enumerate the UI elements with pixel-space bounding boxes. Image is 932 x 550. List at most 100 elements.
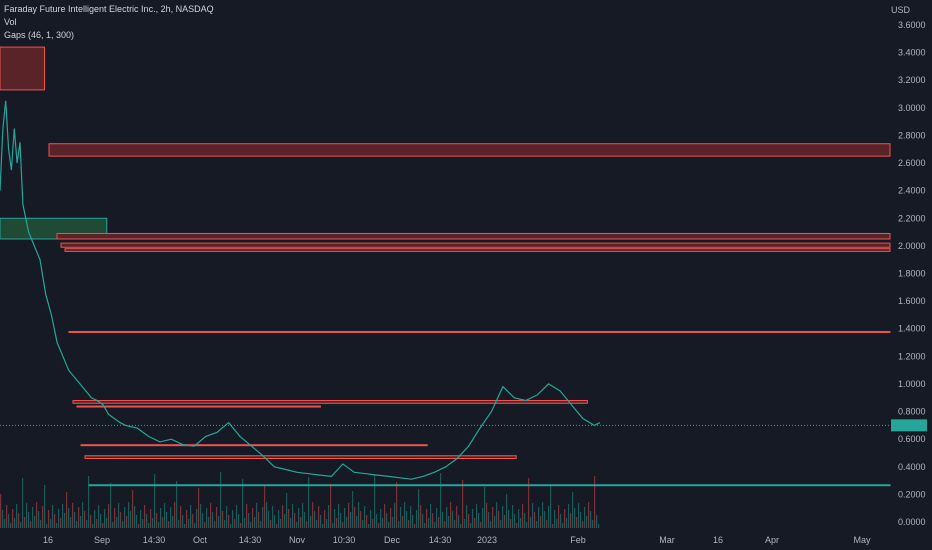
- volume-bar: [138, 524, 140, 528]
- volume-bar: [74, 512, 76, 528]
- volume-bar: [124, 507, 126, 528]
- volume-bar: [160, 508, 162, 528]
- volume-bar: [234, 519, 236, 528]
- volume-bar: [162, 517, 164, 528]
- volume-bar: [204, 522, 206, 528]
- volume-bar: [370, 510, 372, 528]
- volume-bar: [528, 478, 530, 528]
- volume-bar: [456, 506, 458, 528]
- volume-bar: [318, 506, 320, 528]
- volume-bar: [206, 508, 208, 528]
- volume-bar: [228, 515, 230, 528]
- volume-bar: [392, 517, 394, 528]
- volume-bar: [304, 512, 306, 528]
- volume-bar: [64, 513, 66, 528]
- volume-bar: [578, 503, 580, 528]
- volume-bar: [596, 515, 598, 528]
- volume-bar: [566, 518, 568, 528]
- volume-bar: [340, 513, 342, 528]
- volume-bar: [224, 520, 226, 528]
- volume-bar: [460, 524, 462, 528]
- volume-bar: [252, 508, 254, 528]
- volume-bar: [334, 509, 336, 528]
- volume-bar: [52, 505, 54, 528]
- volume-bar: [324, 510, 326, 528]
- volume-bar: [394, 503, 396, 528]
- volume-bar: [588, 502, 590, 528]
- volume-bar: [594, 476, 596, 528]
- volume-bar: [542, 502, 544, 528]
- volume-bar: [320, 515, 322, 528]
- volume-bar: [100, 514, 102, 528]
- volume-bar: [10, 523, 12, 528]
- volume-bar: [120, 512, 122, 528]
- volume-bar: [382, 518, 384, 528]
- gap-zone-down: [64, 248, 891, 252]
- volume-bar: [186, 510, 188, 528]
- volume-bar: [354, 507, 356, 528]
- volume-bar: [108, 504, 110, 528]
- volume-bar: [166, 512, 168, 528]
- volume-bar: [188, 519, 190, 528]
- volume-bar: [592, 520, 594, 528]
- gap-zone-up: [88, 484, 891, 487]
- volume-bar: [530, 517, 532, 528]
- volume-bar: [390, 508, 392, 528]
- volume-bar: [478, 513, 480, 528]
- volume-bar: [2, 510, 4, 528]
- volume-bar: [42, 506, 44, 528]
- volume-bar: [398, 521, 400, 528]
- volume-bar: [210, 503, 212, 528]
- y-tick-label: 0.4000: [898, 462, 926, 472]
- x-tick-label: Nov: [289, 535, 306, 545]
- volume-bar: [464, 519, 466, 528]
- volume-bar: [36, 502, 38, 528]
- volume-bar: [586, 516, 588, 528]
- y-tick-label: 3.6000: [898, 20, 926, 30]
- volume-bar: [584, 507, 586, 528]
- volume-bar: [410, 506, 412, 528]
- volume-bar: [316, 520, 318, 528]
- volume-bar: [516, 523, 518, 528]
- gap-zone-down: [60, 242, 891, 248]
- volume-bar: [112, 522, 114, 528]
- volume-bar: [406, 511, 408, 528]
- x-tick-label: Dec: [384, 535, 401, 545]
- volume-bar: [338, 504, 340, 528]
- volume-bar: [378, 523, 380, 528]
- volume-bar: [154, 474, 156, 528]
- price-series: [0, 100, 601, 480]
- volume-bar: [376, 514, 378, 528]
- volume-bar: [576, 517, 578, 528]
- volume-bar: [436, 508, 438, 528]
- volume-bar: [16, 504, 18, 528]
- volume-bar: [432, 513, 434, 528]
- x-tick-label: 2023: [477, 535, 497, 545]
- volume-bar: [96, 519, 98, 528]
- volume-bar: [254, 517, 256, 528]
- volume-bar: [446, 507, 448, 528]
- gap-zone-down: [0, 46, 45, 91]
- volume-bar: [336, 518, 338, 528]
- volume-bar: [182, 515, 184, 528]
- volume-bar: [420, 505, 422, 528]
- volume-bar: [568, 504, 570, 528]
- volume-bar: [14, 518, 16, 528]
- volume-bar: [532, 503, 534, 528]
- volume-bar: [286, 493, 288, 528]
- x-tick-label: Oct: [193, 535, 208, 545]
- volume-bar: [292, 504, 294, 528]
- volume-bar: [90, 515, 92, 528]
- volume-bar: [214, 521, 216, 528]
- volume-bar: [118, 503, 120, 528]
- volume-bar: [200, 504, 202, 528]
- volume-bar: [144, 505, 146, 528]
- volume-bar: [250, 522, 252, 528]
- volume-bar: [146, 514, 148, 528]
- x-tick-label: 14:30: [143, 535, 166, 545]
- volume-bar: [380, 509, 382, 528]
- volume-bar: [216, 507, 218, 528]
- x-tick-label: 14:30: [429, 535, 452, 545]
